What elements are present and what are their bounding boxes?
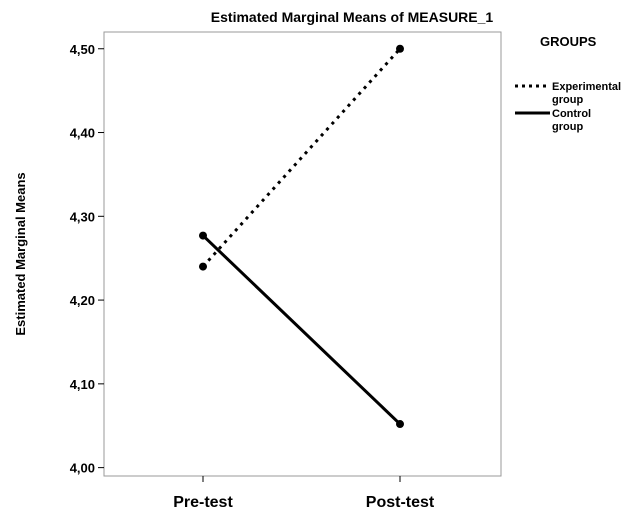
x-tick-label: Post-test [366, 494, 435, 511]
y-tick-label: 4,00 [70, 461, 95, 476]
plot-frame [103, 31, 502, 477]
legend-label-experimental: Experimental group [552, 81, 624, 106]
y-tick-label: 4,10 [70, 377, 95, 392]
legend: GROUPS Experimental group Control group [515, 34, 624, 133]
y-tick-label: 4,40 [70, 126, 95, 141]
chart-title: Estimated Marginal Means of MEASURE_1 [211, 9, 494, 25]
y-tick-label: 4,20 [70, 293, 95, 308]
series-layer [199, 44, 404, 429]
y-axis-label: Estimated Marginal Means [13, 172, 28, 335]
data-point-experimental-group [396, 44, 404, 53]
legend-label-control: Control group [552, 108, 594, 133]
data-point-experimental-group [199, 262, 207, 271]
y-tick-label: 4,30 [70, 209, 95, 224]
data-point-control-group [396, 420, 404, 429]
data-point-control-group [199, 231, 207, 240]
x-tick-label: Pre-test [173, 494, 233, 511]
legend-title: GROUPS [540, 34, 597, 49]
y-tick-label: 4,50 [70, 42, 95, 57]
y-axis: 4,00 4,10 4,20 4,30 4,40 4,50 [70, 42, 104, 476]
series-line-control-group [201, 234, 402, 426]
x-axis: Pre-test Post-test [173, 476, 435, 511]
series-line-experimental-group [201, 47, 402, 268]
